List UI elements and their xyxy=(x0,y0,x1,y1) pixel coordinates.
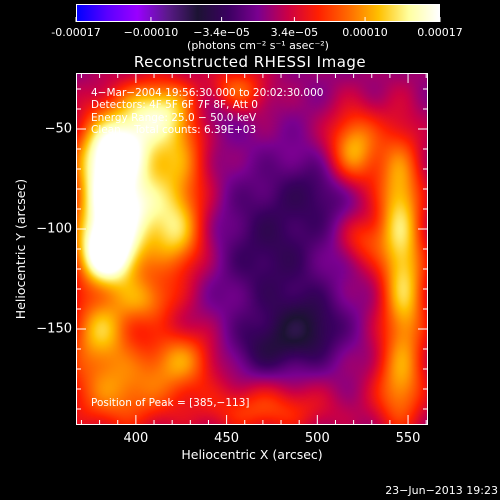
y-tick-label: −50 xyxy=(44,121,72,137)
plot-area xyxy=(76,73,428,425)
colorbar-tick-label: 3.4e−05 xyxy=(270,26,319,39)
colorbar-tick-label: -0.00017 xyxy=(51,26,101,39)
annotation-energy-range: Energy Range: 25.0 − 50.0 keV xyxy=(91,112,257,124)
colorbar xyxy=(76,4,440,22)
x-axis-label: Heliocentric X (arcsec) xyxy=(181,447,323,462)
y-axis-label: Heliocentric Y (arcsec) xyxy=(12,178,28,320)
annotation-time-range: 4−Mar−2004 19:56:30.000 to 20:02:30.000 xyxy=(91,87,324,99)
x-tick-label: 450 xyxy=(214,431,240,446)
chart-title: Reconstructed RHESSI Image xyxy=(133,53,367,71)
y-tick-label: −150 xyxy=(36,321,72,337)
x-tick-label: 400 xyxy=(123,431,149,446)
footer-timestamp: 23−Jun−2013 19:23 xyxy=(385,484,498,497)
plot-frame xyxy=(76,73,428,425)
annotation-peak-position: Position of Peak = [385,−113] xyxy=(91,397,250,409)
annotation-detectors: Detectors: 4F 5F 6F 7F 8F, Att 0 xyxy=(91,99,258,111)
x-tick-label: 550 xyxy=(395,431,421,446)
colorbar-unit-label: (photons cm⁻² s⁻¹ asec⁻²) xyxy=(187,39,329,52)
annotation-counts: Clean Total counts: 6.39E+03 xyxy=(91,124,257,136)
colorbar-tick-label: 0.00017 xyxy=(417,26,463,39)
x-tick-label: 500 xyxy=(304,431,330,446)
colorbar-tick-label: −0.00010 xyxy=(123,26,179,39)
colorbar-tick-label: −3.4e−05 xyxy=(193,26,250,39)
y-tick-label: −100 xyxy=(36,221,72,237)
heatmap-image xyxy=(76,73,428,425)
colorbar-tick-label: 0.00010 xyxy=(342,26,388,39)
